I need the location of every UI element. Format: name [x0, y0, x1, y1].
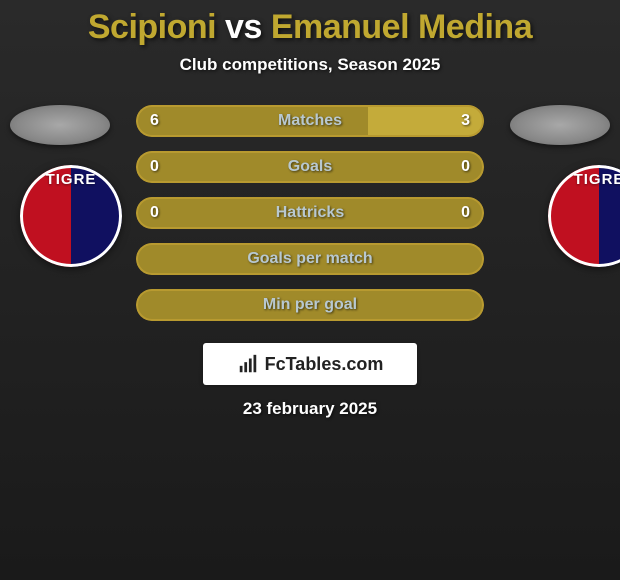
stat-value-left: 0 [150, 151, 159, 183]
stat-row: Min per goal [136, 289, 484, 321]
stat-value-right: 0 [461, 151, 470, 183]
stat-border [136, 105, 484, 137]
stat-value-left: 0 [150, 197, 159, 229]
stat-row: 00Hattricks [136, 197, 484, 229]
stat-row: Goals per match [136, 243, 484, 275]
stat-border [136, 197, 484, 229]
subtitle: Club competitions, Season 2025 [180, 55, 441, 75]
stat-bars: 63Matches00Goals00HattricksGoals per mat… [136, 105, 484, 321]
stat-border [136, 243, 484, 275]
footer-date: 23 february 2025 [243, 399, 377, 419]
page-title: Scipioni vs Emanuel Medina [88, 8, 532, 47]
club-badge-label-left: TIGRE [20, 171, 122, 188]
watermark-text: FcTables.com [265, 354, 384, 375]
stat-value-right: 3 [461, 105, 470, 137]
club-badge-label-right: TIGRE [548, 171, 620, 188]
player1-club-badge: TIGRE [20, 165, 122, 267]
stats-area: TIGRE TIGRE 63Matches00Goals00HattricksG… [0, 105, 620, 321]
stat-value-left: 6 [150, 105, 159, 137]
title-player1: Scipioni [88, 8, 216, 46]
title-vs: vs [216, 8, 271, 46]
stat-row: 63Matches [136, 105, 484, 137]
stat-row: 00Goals [136, 151, 484, 183]
content-root: Scipioni vs Emanuel Medina Club competit… [0, 0, 620, 580]
player1-photo-placeholder [10, 105, 110, 145]
stat-border [136, 151, 484, 183]
watermark: FcTables.com [203, 343, 417, 385]
stat-value-right: 0 [461, 197, 470, 229]
player2-photo-placeholder [510, 105, 610, 145]
title-player2: Emanuel Medina [271, 8, 532, 46]
stat-border [136, 289, 484, 321]
player2-club-badge: TIGRE [548, 165, 620, 267]
bar-chart-icon [237, 353, 259, 375]
